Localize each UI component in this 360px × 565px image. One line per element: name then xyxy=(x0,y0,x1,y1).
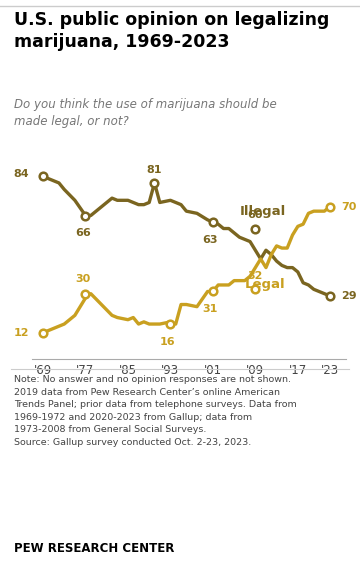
Text: 16: 16 xyxy=(160,337,175,346)
Text: 70: 70 xyxy=(341,202,356,212)
Text: Legal: Legal xyxy=(245,279,285,292)
Text: 31: 31 xyxy=(202,304,218,314)
Text: 29: 29 xyxy=(341,291,356,301)
Text: 81: 81 xyxy=(147,164,162,175)
Text: U.S. public opinion on legalizing
marijuana, 1969-2023: U.S. public opinion on legalizing mariju… xyxy=(14,11,330,51)
Text: 32: 32 xyxy=(248,271,263,281)
Text: 63: 63 xyxy=(202,234,218,245)
Text: 60: 60 xyxy=(248,210,263,220)
Text: 30: 30 xyxy=(75,274,90,284)
Text: 12: 12 xyxy=(14,328,29,338)
Text: 66: 66 xyxy=(75,228,91,238)
Text: 84: 84 xyxy=(14,168,29,179)
Text: Illegal: Illegal xyxy=(239,205,286,218)
Text: Note: No answer and no opinion responses are not shown.
2019 data from Pew Resea: Note: No answer and no opinion responses… xyxy=(14,376,297,447)
Text: PEW RESEARCH CENTER: PEW RESEARCH CENTER xyxy=(14,542,175,555)
Text: Do you think the use of marijuana should be
made legal, or not?: Do you think the use of marijuana should… xyxy=(14,98,277,128)
